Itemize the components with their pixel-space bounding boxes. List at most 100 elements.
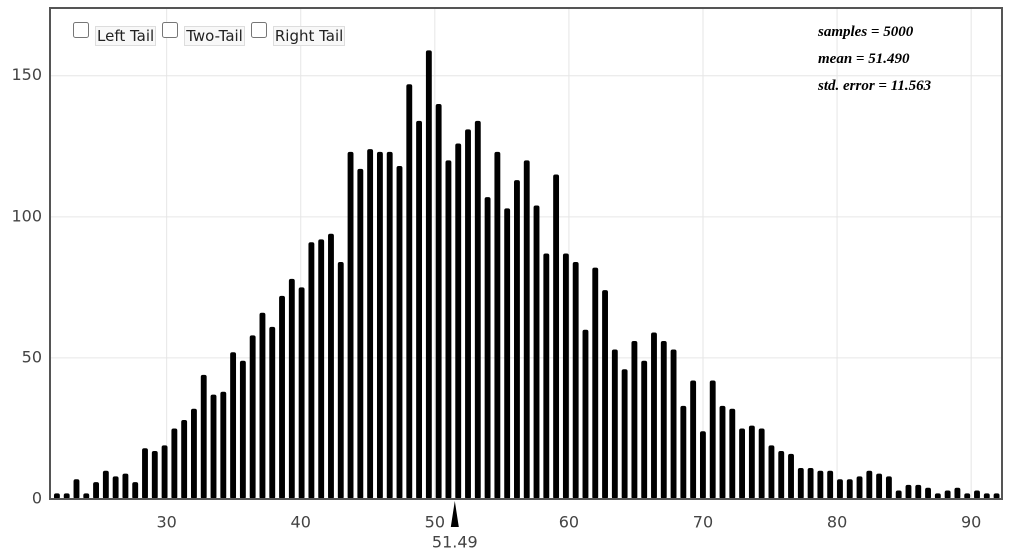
tail-label[interactable]: Two-Tail xyxy=(184,26,245,46)
stat-annotation: mean = 51.490 xyxy=(818,51,910,67)
bar xyxy=(288,278,295,499)
bar xyxy=(269,326,276,499)
tail-controls: Left Tail Two-Tail Right Tail xyxy=(73,22,346,46)
bar xyxy=(53,493,60,499)
bar xyxy=(592,267,599,499)
y-tick-label: 150 xyxy=(11,65,42,84)
bar xyxy=(63,493,70,499)
bar xyxy=(582,329,589,499)
bar xyxy=(445,160,452,499)
y-tick-label: 50 xyxy=(22,347,42,366)
bar xyxy=(484,197,491,499)
tail-option[interactable]: Left Tail xyxy=(73,22,157,46)
bar xyxy=(611,349,618,499)
bar xyxy=(514,180,520,499)
bar xyxy=(651,332,657,499)
bar xyxy=(279,295,285,499)
bar xyxy=(112,476,119,499)
bar xyxy=(122,473,129,499)
bar xyxy=(895,490,902,499)
bar xyxy=(915,484,922,499)
bar xyxy=(954,487,961,499)
bar xyxy=(974,490,980,499)
bar xyxy=(885,476,892,499)
bar xyxy=(788,453,794,499)
stat-annotation: samples = 5000 xyxy=(817,24,914,40)
tail-label[interactable]: Right Tail xyxy=(272,26,346,46)
bar xyxy=(602,290,608,499)
bar xyxy=(376,151,383,499)
bar xyxy=(631,340,638,499)
bar xyxy=(504,208,511,499)
bar xyxy=(572,261,579,499)
stat-annotation: std. error = 11.563 xyxy=(817,78,932,94)
bar xyxy=(670,349,677,499)
bar xyxy=(709,380,716,499)
x-tick-label: 70 xyxy=(693,513,713,532)
mean-marker-label: 51.49 xyxy=(432,533,478,552)
bar xyxy=(934,493,941,499)
bar xyxy=(200,374,207,499)
tail-checkbox[interactable] xyxy=(73,22,89,38)
x-tick-label: 60 xyxy=(559,513,579,532)
bar xyxy=(758,428,765,499)
bar xyxy=(230,352,237,499)
bar xyxy=(866,470,873,499)
bar xyxy=(337,261,344,499)
bar xyxy=(347,151,354,499)
bar xyxy=(778,451,785,499)
bar xyxy=(807,467,814,499)
bar xyxy=(151,451,158,499)
bar xyxy=(699,431,706,499)
bar xyxy=(621,369,628,499)
bar xyxy=(719,405,726,499)
bar xyxy=(455,143,462,499)
bar xyxy=(318,239,325,499)
bar xyxy=(93,482,99,499)
bar xyxy=(925,487,931,499)
bar xyxy=(944,490,951,499)
bar xyxy=(680,405,687,499)
bar xyxy=(298,287,305,499)
bar xyxy=(993,493,1000,499)
bar xyxy=(817,470,824,499)
bar xyxy=(474,120,481,499)
x-tick-label: 50 xyxy=(425,513,445,532)
tail-checkbox[interactable] xyxy=(162,22,179,38)
bar xyxy=(425,50,432,500)
bar xyxy=(641,360,648,499)
mean-marker xyxy=(450,501,459,527)
tail-option[interactable]: Right Tail xyxy=(250,22,346,46)
bar xyxy=(357,168,364,499)
plot-frame xyxy=(49,7,1003,500)
tail-option[interactable]: Two-Tail xyxy=(162,22,245,46)
x-tick-label: 40 xyxy=(291,513,311,532)
bar xyxy=(181,419,188,499)
bar xyxy=(396,166,403,499)
tail-checkbox[interactable] xyxy=(250,22,267,38)
bar xyxy=(259,312,266,499)
tail-label[interactable]: Left Tail xyxy=(95,26,157,46)
bar xyxy=(73,479,80,499)
bar xyxy=(406,84,413,500)
bar xyxy=(827,470,834,499)
bar xyxy=(239,360,246,499)
bar xyxy=(161,445,168,499)
bar xyxy=(837,479,843,499)
bar xyxy=(846,479,853,499)
bar xyxy=(220,391,227,499)
bar xyxy=(132,482,139,499)
x-tick-label: 30 xyxy=(156,513,176,532)
bar xyxy=(690,380,697,499)
bar xyxy=(553,174,560,499)
bar xyxy=(797,467,804,499)
bar xyxy=(983,493,990,499)
bar xyxy=(416,120,423,499)
bar xyxy=(964,493,971,499)
bar xyxy=(533,205,540,499)
bar xyxy=(856,476,863,499)
x-tick-label: 80 xyxy=(827,513,847,532)
bar xyxy=(367,149,374,499)
